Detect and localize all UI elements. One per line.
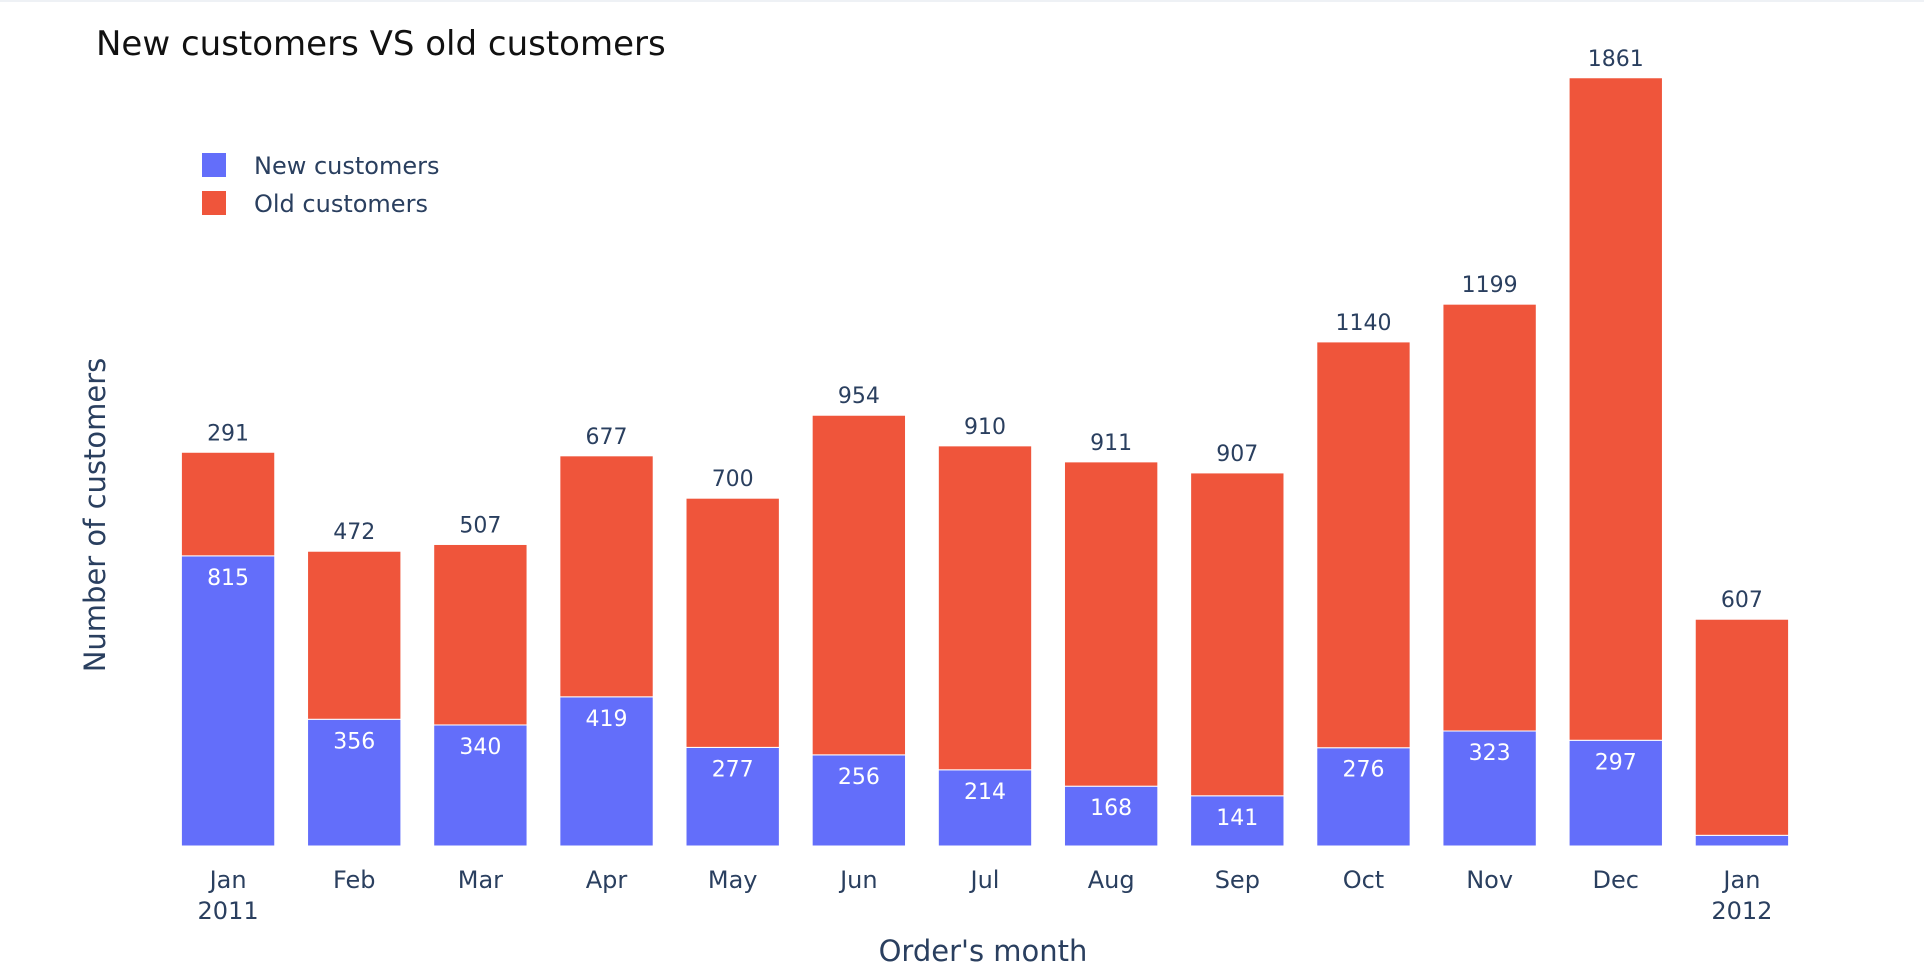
y-axis-title: Number of customers bbox=[78, 358, 112, 673]
bar-new-customers-apr[interactable] bbox=[559, 696, 654, 847]
bar-new-customers-nov[interactable] bbox=[1442, 730, 1537, 847]
label-new-customers-feb: 356 bbox=[333, 729, 375, 754]
label-new-customers-may: 277 bbox=[712, 757, 754, 782]
bar-old-customers-mar[interactable] bbox=[433, 543, 528, 726]
bar-old-customers-sep[interactable] bbox=[1190, 472, 1285, 797]
bar-old-customers-jun[interactable] bbox=[811, 414, 907, 756]
x-tick-jan-2011-line1: Jan bbox=[208, 866, 247, 894]
label-new-customers-jul: 214 bbox=[964, 780, 1006, 805]
bar-old-customers-apr[interactable] bbox=[559, 455, 654, 698]
label-old-customers-apr: 677 bbox=[586, 425, 628, 450]
bar-old-customers-aug[interactable] bbox=[1063, 461, 1159, 787]
label-old-customers-may: 700 bbox=[712, 467, 754, 492]
bar-old-customers-feb[interactable] bbox=[307, 550, 402, 720]
legend-label-new-customers[interactable]: New customers bbox=[254, 152, 440, 180]
label-new-customers-apr: 419 bbox=[586, 707, 628, 732]
x-tick-oct: Oct bbox=[1343, 866, 1385, 894]
x-tick-apr: Apr bbox=[586, 866, 628, 894]
bar-new-customers-jan-2012[interactable] bbox=[1694, 834, 1790, 847]
label-old-customers-nov: 1199 bbox=[1462, 273, 1518, 298]
label-old-customers-aug: 911 bbox=[1090, 431, 1132, 456]
label-old-customers-sep: 907 bbox=[1216, 442, 1258, 467]
bar-old-customers-may[interactable] bbox=[685, 497, 780, 748]
label-old-customers-jan-2012: 607 bbox=[1721, 588, 1763, 613]
x-tick-jan-2012-line2: 2012 bbox=[1711, 897, 1772, 925]
x-tick-jun: Jun bbox=[838, 866, 878, 894]
label-new-customers-nov: 323 bbox=[1469, 741, 1511, 766]
label-new-customers-jun: 256 bbox=[838, 765, 880, 790]
x-tick-sep: Sep bbox=[1215, 866, 1260, 894]
label-new-customers-aug: 168 bbox=[1090, 796, 1132, 821]
label-old-customers-jan-2011: 291 bbox=[207, 421, 249, 446]
data-labels: 815 291 356 472 340 507 419 677 277 700 256 954 214 9… bbox=[207, 47, 1763, 831]
bar-new-customers-jan-2011[interactable] bbox=[180, 555, 276, 847]
bar-old-customers-jul[interactable] bbox=[937, 445, 1033, 771]
x-tick-dec: Dec bbox=[1593, 866, 1639, 894]
bar-new-customers-sep[interactable] bbox=[1190, 795, 1285, 847]
label-old-customers-dec: 1861 bbox=[1588, 47, 1644, 72]
label-old-customers-oct: 1140 bbox=[1335, 311, 1391, 336]
x-tick-jul: Jul bbox=[969, 866, 1000, 894]
bar-new-customers-feb[interactable] bbox=[307, 718, 402, 847]
label-new-customers-jan-2011: 815 bbox=[207, 566, 249, 591]
x-tick-aug: Aug bbox=[1088, 866, 1135, 894]
x-tick-feb: Feb bbox=[333, 866, 376, 894]
label-old-customers-jul: 910 bbox=[964, 415, 1006, 440]
label-old-customers-jun: 954 bbox=[838, 384, 880, 409]
bar-old-customers-dec[interactable] bbox=[1568, 77, 1663, 741]
bar-new-customers-mar[interactable] bbox=[433, 724, 528, 847]
legend-swatch-old-customers[interactable] bbox=[202, 191, 226, 215]
label-new-customers-sep: 141 bbox=[1216, 806, 1258, 831]
label-old-customers-feb: 472 bbox=[333, 520, 375, 545]
bar-old-customers-jan-2011[interactable] bbox=[180, 451, 276, 557]
legend[interactable]: New customers Old customers bbox=[202, 152, 440, 218]
bar-new-customers-jun[interactable] bbox=[811, 754, 907, 847]
legend-swatch-new-customers[interactable] bbox=[202, 153, 226, 177]
label-old-customers-mar: 507 bbox=[459, 513, 501, 538]
label-new-customers-dec: 297 bbox=[1595, 750, 1637, 775]
top-border bbox=[0, 0, 1924, 2]
bar-new-customers-oct[interactable] bbox=[1316, 747, 1411, 847]
label-new-customers-mar: 340 bbox=[459, 735, 501, 760]
plot-area bbox=[180, 77, 1790, 847]
legend-label-old-customers[interactable]: Old customers bbox=[254, 190, 428, 218]
chart-title: New customers VS old customers bbox=[96, 24, 666, 64]
x-tick-may: May bbox=[708, 866, 758, 894]
x-axis-title: Order's month bbox=[879, 934, 1088, 968]
bar-new-customers-aug[interactable] bbox=[1063, 785, 1159, 847]
x-tick-mar: Mar bbox=[458, 866, 503, 894]
x-tick-jan-2012-line1: Jan bbox=[1721, 866, 1760, 894]
x-tick-nov: Nov bbox=[1466, 866, 1513, 894]
bar-new-customers-dec[interactable] bbox=[1568, 739, 1663, 847]
label-new-customers-oct: 276 bbox=[1342, 758, 1384, 783]
x-axis-ticks: Jan 2011 Feb Mar Apr May Jun Jul Aug Sep Oct Nov Dec… bbox=[198, 866, 1773, 925]
bar-old-customers-nov[interactable] bbox=[1442, 303, 1537, 732]
bar-old-customers-jan-2012[interactable] bbox=[1694, 618, 1790, 836]
x-tick-jan-2011-line2: 2011 bbox=[198, 897, 259, 925]
bar-old-customers-oct[interactable] bbox=[1316, 341, 1411, 749]
